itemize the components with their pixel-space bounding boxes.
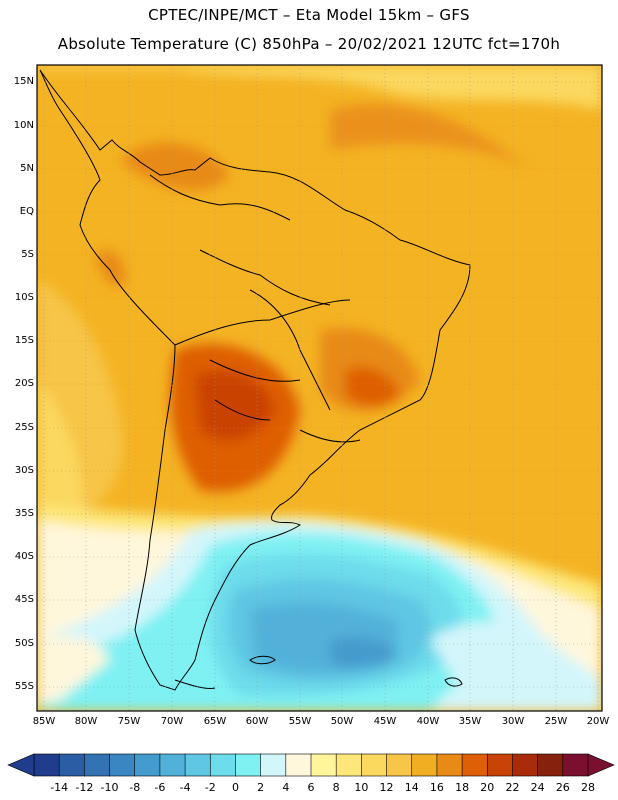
- legend-swatch: [512, 753, 539, 777]
- temperature-map: [36, 64, 603, 712]
- legend-label: 0: [231, 781, 239, 794]
- legend-label: 26: [555, 781, 570, 794]
- lon-label: 50W: [330, 716, 354, 727]
- lon-label: 60W: [245, 716, 269, 727]
- lon-label: 80W: [74, 716, 98, 727]
- legend-label: 12: [379, 781, 394, 794]
- lat-label: 40S: [14, 551, 34, 562]
- lat-label: 5S: [21, 249, 34, 260]
- legend-swatch: [310, 753, 337, 777]
- legend-label: 14: [404, 781, 419, 794]
- legend-swatch: [260, 753, 287, 777]
- legend-max-arrow: [587, 753, 615, 777]
- legend-label: 16: [429, 781, 444, 794]
- legend-min-arrow: [7, 753, 35, 777]
- legend-swatch: [184, 753, 212, 777]
- lat-label: 10S: [14, 292, 34, 303]
- lat-label: 10N: [13, 120, 34, 131]
- legend-swatch: [335, 753, 363, 777]
- lat-label: 15N: [13, 76, 34, 87]
- legend-swatch: [235, 753, 262, 777]
- lon-label: 70W: [160, 716, 184, 727]
- legend-label: 28: [581, 781, 595, 794]
- lat-label: 35S: [14, 508, 34, 519]
- legend-swatch: [84, 753, 111, 777]
- legend-swatch: [461, 753, 489, 777]
- legend-label: 8: [332, 781, 340, 794]
- legend-label: 6: [307, 781, 315, 794]
- lon-label: 85W: [32, 716, 56, 727]
- lat-label: 45S: [14, 594, 34, 605]
- legend-swatch: [134, 753, 161, 777]
- lat-label: EQ: [19, 206, 34, 217]
- lat-label: 5N: [20, 163, 34, 174]
- legend-swatch: [33, 753, 60, 777]
- legend-label: 10: [354, 781, 369, 794]
- lat-label: 20S: [14, 378, 34, 389]
- legend-label: 4: [282, 781, 290, 794]
- legend-label: -8: [129, 781, 141, 794]
- legend-label: -4: [179, 781, 191, 794]
- legend-swatch: [285, 753, 312, 777]
- legend-label: 2: [257, 781, 265, 794]
- legend-label: -12: [75, 781, 94, 794]
- legend-label: -14: [50, 781, 69, 794]
- legend-swatch: [159, 753, 186, 777]
- legend-swatch: [209, 753, 237, 777]
- legend-label: -6: [154, 781, 166, 794]
- lon-label: 40W: [416, 716, 440, 727]
- lon-label: 30W: [501, 716, 525, 727]
- lat-label: 55S: [14, 681, 34, 692]
- lon-label: 65W: [203, 716, 227, 727]
- legend-swatch: [58, 753, 86, 777]
- legend-swatch: [436, 753, 463, 777]
- lon-label: 20W: [586, 716, 610, 727]
- legend-swatch: [537, 753, 564, 777]
- legend-swatch: [562, 753, 589, 777]
- color-legend: [7, 753, 615, 777]
- legend-swatch: [411, 753, 438, 777]
- legend-label: 18: [455, 781, 470, 794]
- legend-label: -2: [204, 781, 216, 794]
- legend-label: 24: [530, 781, 545, 794]
- lat-label: 25S: [14, 422, 34, 433]
- legend-swatch: [486, 753, 514, 777]
- legend-label: 20: [480, 781, 495, 794]
- legend-swatch: [386, 753, 413, 777]
- lat-label: 15S: [14, 335, 34, 346]
- lat-label: 50S: [14, 638, 34, 649]
- lon-label: 55W: [288, 716, 312, 727]
- legend-swatch: [109, 753, 136, 777]
- legend-label: 22: [505, 781, 520, 794]
- lon-label: 35W: [458, 716, 482, 727]
- lon-label: 25W: [544, 716, 568, 727]
- lat-label: 30S: [14, 465, 34, 476]
- lon-label: 45W: [373, 716, 397, 727]
- legend-swatch: [361, 753, 388, 777]
- chart-title-line2: Absolute Temperature (C) 850hPa – 20/02/…: [57, 35, 561, 53]
- lon-label: 75W: [117, 716, 141, 727]
- legend-label: -10: [100, 781, 119, 794]
- chart-title-line1: CPTEC/INPE/MCT – Eta Model 15km – GFS: [148, 6, 470, 24]
